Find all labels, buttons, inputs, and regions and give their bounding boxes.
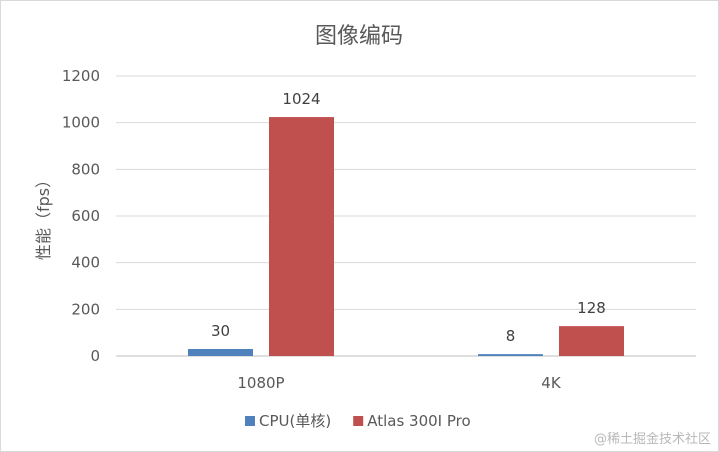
y-tick-label: 200: [71, 300, 100, 318]
data-label: 30: [211, 322, 230, 340]
data-labels: 30 1024 8 128: [211, 90, 606, 345]
legend-label: Atlas 300I Pro: [367, 412, 470, 430]
y-tick-label: 1000: [62, 114, 100, 132]
bar: [478, 354, 543, 356]
y-tick-label: 0: [90, 347, 100, 365]
data-label: 1024: [282, 90, 320, 108]
data-label: 128: [577, 299, 606, 317]
bar: [269, 117, 334, 356]
bar: [188, 349, 253, 356]
data-label: 8: [506, 327, 516, 345]
y-tick-label: 800: [71, 160, 100, 178]
legend: CPU(单核) Atlas 300I Pro: [245, 412, 471, 430]
y-tick-label: 1200: [62, 67, 100, 85]
gridlines: [116, 75, 696, 357]
category-label: 1080P: [237, 374, 284, 392]
y-axis-label: 性能（fps）: [34, 172, 53, 260]
bar: [559, 326, 624, 356]
bars: [188, 117, 624, 356]
chart-title: 图像编码: [315, 24, 403, 49]
y-tick-label: 400: [71, 254, 100, 272]
legend-swatch: [245, 416, 255, 426]
y-tick-label: 600: [71, 207, 100, 225]
legend-swatch: [353, 416, 364, 426]
watermark: @稀土掘金技术社区: [594, 431, 711, 447]
category-label: 4K: [541, 374, 562, 392]
category-labels: 1080P 4K: [237, 374, 561, 392]
legend-label: CPU(单核): [259, 412, 331, 430]
y-tick-labels: 0 200 400 600 800 1000 1200: [62, 67, 100, 365]
